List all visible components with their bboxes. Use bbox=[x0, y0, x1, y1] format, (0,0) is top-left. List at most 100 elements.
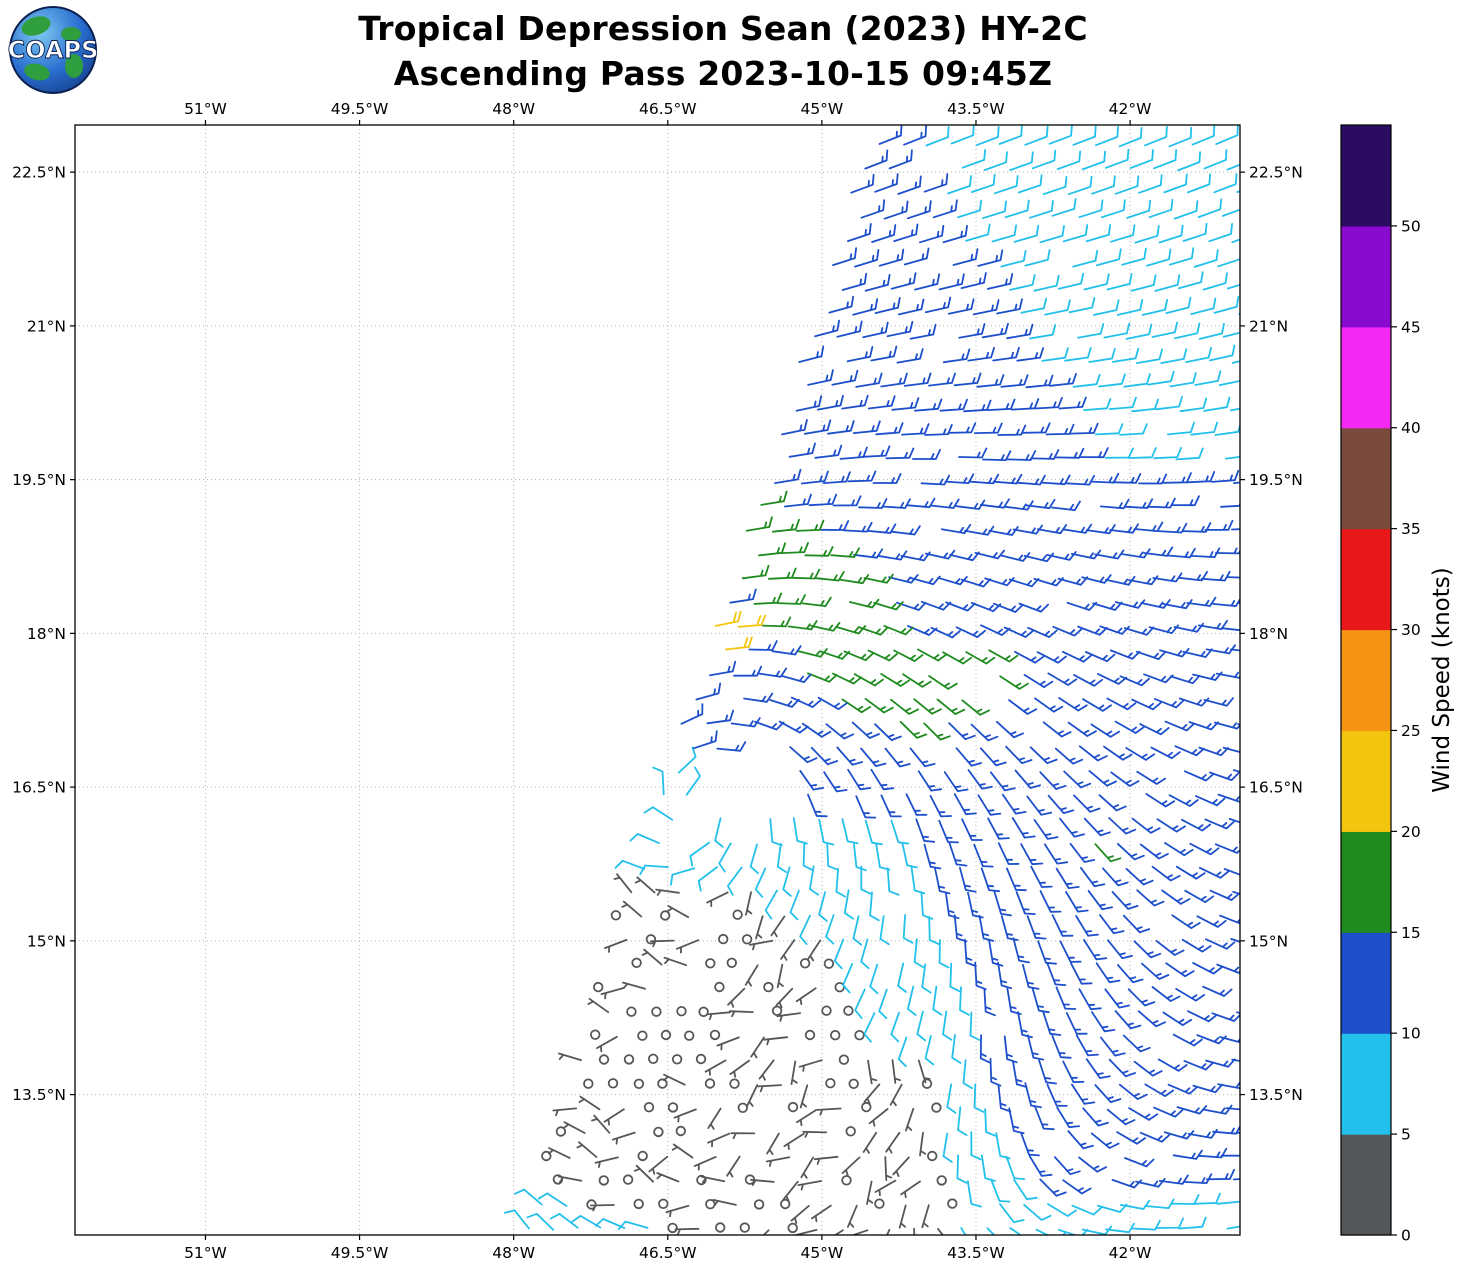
calm-circle bbox=[648, 1053, 659, 1065]
wind-barb bbox=[1209, 344, 1236, 362]
wind-barb bbox=[1012, 1060, 1028, 1088]
wind-barb bbox=[1008, 1107, 1025, 1135]
lat-tick-label-left: 21°N bbox=[27, 317, 66, 335]
wind-barb bbox=[1106, 1108, 1136, 1126]
wind-barb bbox=[762, 1229, 770, 1235]
wind-barb bbox=[820, 520, 850, 531]
wind-barb bbox=[1075, 915, 1099, 937]
wind-barb bbox=[1213, 173, 1238, 194]
wind-barb bbox=[984, 1108, 997, 1137]
wind-barb bbox=[726, 1155, 741, 1178]
wind-barb bbox=[811, 1204, 832, 1223]
wind-barb bbox=[1179, 397, 1208, 413]
wind-barb bbox=[1168, 794, 1199, 807]
wind-barb bbox=[1167, 421, 1195, 436]
wind-barb bbox=[852, 420, 881, 434]
wind-barb bbox=[1167, 1083, 1198, 1095]
wind-barb bbox=[892, 1156, 910, 1177]
calm-circle bbox=[830, 1029, 841, 1041]
wind-barb bbox=[1023, 674, 1054, 688]
wind-barb bbox=[855, 795, 877, 819]
wind-barb bbox=[1141, 299, 1168, 316]
wind-barb bbox=[755, 915, 764, 940]
calm-circle bbox=[705, 958, 716, 969]
wind-barb bbox=[1043, 843, 1069, 865]
wind-barb bbox=[766, 1132, 780, 1155]
wind-barb bbox=[1230, 407, 1240, 412]
wind-barb bbox=[1028, 1155, 1053, 1177]
wind-barb bbox=[1079, 447, 1109, 459]
wind-barb bbox=[1140, 599, 1171, 609]
wind-barb bbox=[1176, 1105, 1208, 1115]
wind-barb bbox=[1025, 374, 1054, 389]
wind-barb bbox=[886, 321, 914, 338]
wind-barb bbox=[1182, 1173, 1213, 1184]
wind-barb bbox=[1125, 323, 1153, 340]
wind-barb bbox=[1170, 495, 1200, 507]
wind-barb bbox=[795, 987, 817, 1005]
calm-circle bbox=[667, 1222, 678, 1234]
wind-barb bbox=[1220, 627, 1240, 632]
wind-barb bbox=[1214, 843, 1240, 854]
wind-barbs bbox=[504, 125, 1281, 1235]
wind-barb bbox=[1114, 1010, 1142, 1030]
wind-barb bbox=[633, 1164, 654, 1183]
wind-barb bbox=[1203, 396, 1231, 412]
wind-barb bbox=[1143, 546, 1174, 557]
wind-barb bbox=[955, 747, 982, 767]
wind-barb bbox=[1109, 523, 1139, 534]
wind-barb bbox=[808, 493, 838, 507]
colorbar-tick-label: 0 bbox=[1401, 1227, 1411, 1245]
wind-barb bbox=[890, 819, 910, 845]
wind-barb bbox=[1091, 1011, 1116, 1033]
wind-barb bbox=[1148, 198, 1174, 219]
wind-barb bbox=[764, 889, 778, 920]
wind-barb bbox=[850, 173, 875, 194]
wind-barb bbox=[1157, 522, 1188, 534]
wind-barb bbox=[1073, 674, 1104, 687]
wind-barb bbox=[1135, 650, 1167, 660]
wind-barb bbox=[563, 1121, 586, 1134]
calm-circle bbox=[821, 1005, 832, 1016]
wind-barb bbox=[1015, 891, 1036, 915]
wind-barb bbox=[806, 939, 822, 962]
wind-barb bbox=[1194, 370, 1222, 386]
globe-landmass bbox=[24, 63, 50, 81]
wind-barb bbox=[864, 274, 891, 292]
lat-tick-label-right: 19.5°N bbox=[1249, 471, 1303, 489]
wind-barb bbox=[1108, 396, 1137, 410]
wind-barb bbox=[1182, 522, 1212, 533]
wind-barb bbox=[986, 1227, 996, 1235]
lat-tick-label-left: 22.5°N bbox=[12, 164, 66, 182]
wind-barb bbox=[788, 442, 816, 458]
lat-tick-label-left: 19.5°N bbox=[12, 471, 66, 489]
wind-barb bbox=[1253, 694, 1281, 702]
wind-barb bbox=[1195, 795, 1226, 807]
wind-barb bbox=[1209, 889, 1240, 901]
lon-tick-label-top: 46.5°W bbox=[639, 100, 697, 118]
wind-barb bbox=[860, 938, 870, 970]
wind-barb bbox=[1026, 915, 1047, 940]
wind-barb bbox=[1095, 126, 1119, 147]
wind-barb bbox=[883, 200, 909, 220]
wind-barb bbox=[1181, 818, 1212, 832]
wind-barb bbox=[1030, 449, 1060, 460]
wind-barb bbox=[967, 891, 984, 919]
wind-barb bbox=[1082, 1107, 1109, 1127]
wind-barb bbox=[809, 865, 820, 896]
wind-barb bbox=[643, 806, 674, 821]
calm-circle bbox=[660, 1029, 672, 1041]
calm-circle bbox=[726, 957, 738, 969]
globe-landmass bbox=[65, 54, 83, 78]
wind-barb bbox=[1213, 296, 1240, 314]
lat-tick-label-left: 16.5°N bbox=[12, 779, 66, 797]
wind-barb bbox=[977, 249, 1004, 267]
wind-barb bbox=[1151, 986, 1181, 1002]
wind-barb bbox=[797, 1180, 822, 1191]
wind-barb bbox=[928, 675, 958, 690]
wind-barb bbox=[771, 645, 802, 656]
wind-barb bbox=[1160, 348, 1188, 364]
wind-barb bbox=[1064, 347, 1092, 362]
wind-barb bbox=[1153, 698, 1185, 709]
wind-barb bbox=[979, 498, 1010, 509]
